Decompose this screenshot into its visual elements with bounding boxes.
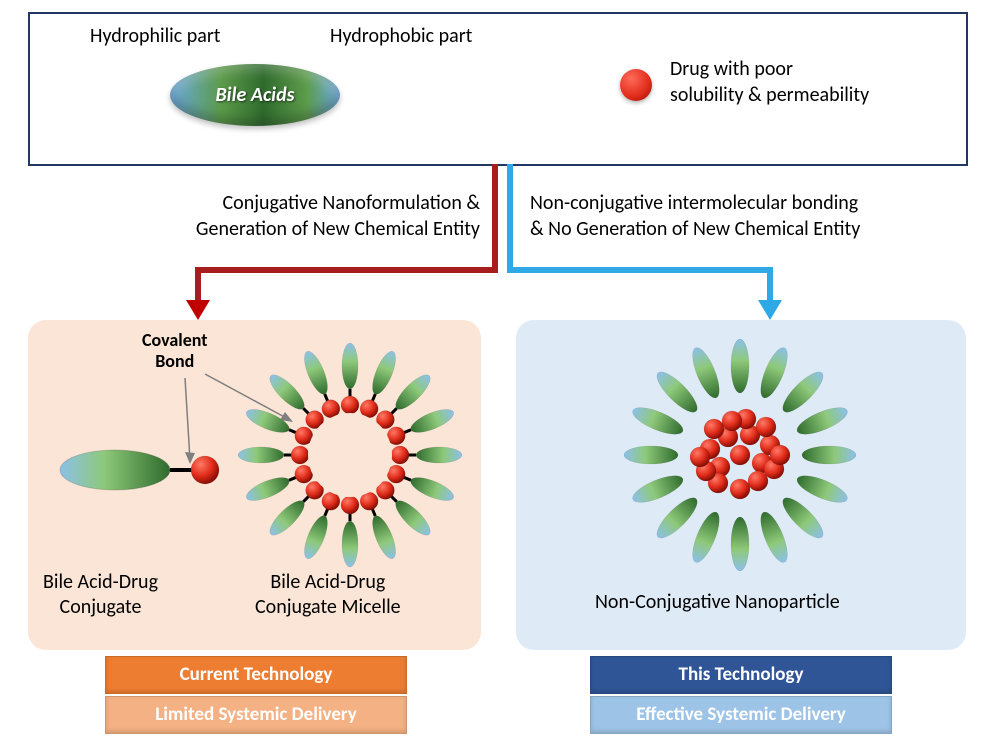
hydrophobic-label: Hydrophobic part <box>330 24 472 48</box>
drug-label: Drug with poor solubility & permeability <box>670 56 869 108</box>
drug-ball-icon <box>620 69 652 101</box>
effective-delivery-tag: Effective Systemic Delivery <box>590 696 892 734</box>
conjugate-label: Bile Acid-Drug Conjugate <box>43 570 158 620</box>
left-arrow-line2: Generation of New Chemical Entity <box>80 216 480 242</box>
nonconjugative-label: Non-Conjugative Nanoparticle <box>595 590 840 614</box>
right-arrow-line1: Non-conjugative intermolecular bonding <box>530 190 970 216</box>
legend-box: Hydrophilic part Hydrophobic part Bile A… <box>28 12 968 166</box>
left-arrow-line1: Conjugative Nanoformulation & <box>80 190 480 216</box>
limited-delivery-tag: Limited Systemic Delivery <box>105 696 407 734</box>
hydrophilic-label: Hydrophilic part <box>90 24 221 48</box>
this-tech-tag: This Technology <box>590 656 892 694</box>
right-arrow-line2: & No Generation of New Chemical Entity <box>530 216 970 242</box>
current-tech-tag: Current Technology <box>105 656 407 694</box>
bile-acid-text: Bile Acids <box>170 83 340 107</box>
bile-acid-ellipse: Bile Acids <box>170 64 340 126</box>
covalent-bond-label: Covalent Bond <box>142 330 208 371</box>
micelle-label: Bile Acid-Drug Conjugate Micelle <box>255 570 401 620</box>
